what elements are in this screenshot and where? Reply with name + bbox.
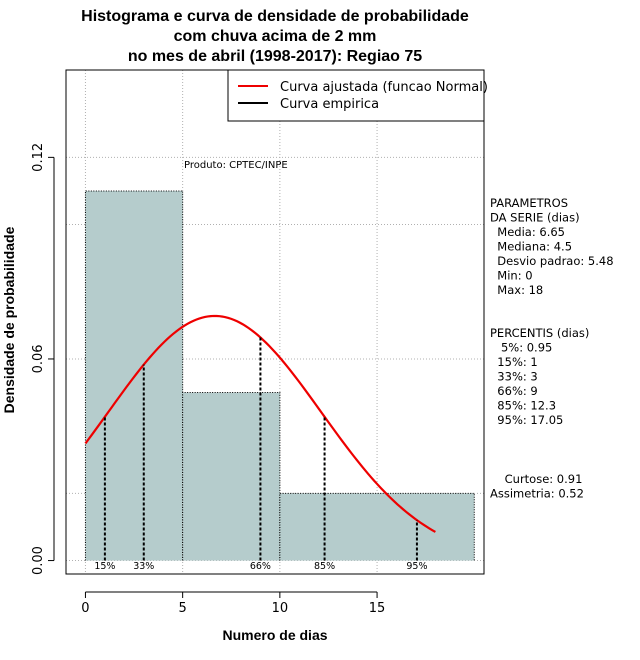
params-line: Desvio padrao: 5.48 <box>490 254 614 268</box>
params-line: DA SERIE (dias) <box>490 211 580 225</box>
chart-title-line: no mes de abril (1998-2017): Regiao 75 <box>128 48 422 65</box>
params-line: Max: 18 <box>490 283 543 297</box>
percentile-stat-line: 15%: 1 <box>490 355 538 369</box>
legend: Curva ajustada (funcao Normal) Curva empi… <box>227 69 488 122</box>
fitted-curve-line <box>84 314 436 533</box>
legend-label-empirical: Curva empirica <box>280 97 379 112</box>
histogram-bar-outline <box>279 492 475 561</box>
chart-title: Histograma e curva de densidade de proba… <box>81 8 469 65</box>
y-tick-label: 0.06 <box>31 344 46 373</box>
percentile-label: 85% <box>314 561 335 572</box>
x-axis-label: Numero de dias <box>222 627 327 643</box>
percentile-label: 66% <box>250 561 271 572</box>
chart-title-line: Histograma e curva de densidade de proba… <box>81 8 469 25</box>
percentile-stat-line: PERCENTIS (dias) <box>490 326 589 340</box>
histogram-bar-outline <box>84 190 184 561</box>
y-axis-label: Densidade de probabilidade <box>1 226 17 413</box>
legend-label-fitted: Curva ajustada (funcao Normal) <box>280 80 488 95</box>
x-tick-label: 5 <box>179 601 187 616</box>
y-tick-label: 0.12 <box>31 143 46 172</box>
histogram-bar <box>279 493 475 561</box>
y-tick-label: 0.00 <box>31 546 46 575</box>
axes: 0 5 10 15 0.00 0.06 0.12 <box>31 143 385 616</box>
x-tick-label: 15 <box>369 601 386 616</box>
params-line: Mediana: 4.5 <box>490 240 572 254</box>
percentile-stat-line: 5%: 0.95 <box>490 341 552 355</box>
chart-title-line: com chuva acima de 2 mm <box>174 28 377 45</box>
percentile-stat-line: 95%: 17.05 <box>490 413 563 427</box>
x-tick-label: 0 <box>81 601 89 616</box>
percentile-markers: 15% 33% 66% 85% 95% <box>94 337 427 572</box>
x-tick-label: 10 <box>272 601 289 616</box>
percentile-stat-line: 33%: 3 <box>490 370 538 384</box>
histogram-bars <box>84 190 475 561</box>
histogram-bar <box>182 392 280 561</box>
percentile-stat-line: 85%: 12.3 <box>490 399 556 413</box>
percentile-stat-line: 66%: 9 <box>490 384 538 398</box>
fitted-curve-group <box>84 314 436 533</box>
params-line: Min: 0 <box>490 269 533 283</box>
params-line: Media: 6.65 <box>490 225 565 239</box>
percentile-label: 33% <box>133 561 154 572</box>
percentile-label: 15% <box>94 561 115 572</box>
legend-box <box>227 69 485 122</box>
product-annotation: Produto: CPTEC/INPE <box>184 160 288 171</box>
params-line: PARAMETROS <box>490 196 568 210</box>
percentile-label: 95% <box>406 561 427 572</box>
shape-stat-line: Assimetria: 0.52 <box>490 487 584 501</box>
shape-stat-line: Curtose: 0.91 <box>490 472 582 486</box>
